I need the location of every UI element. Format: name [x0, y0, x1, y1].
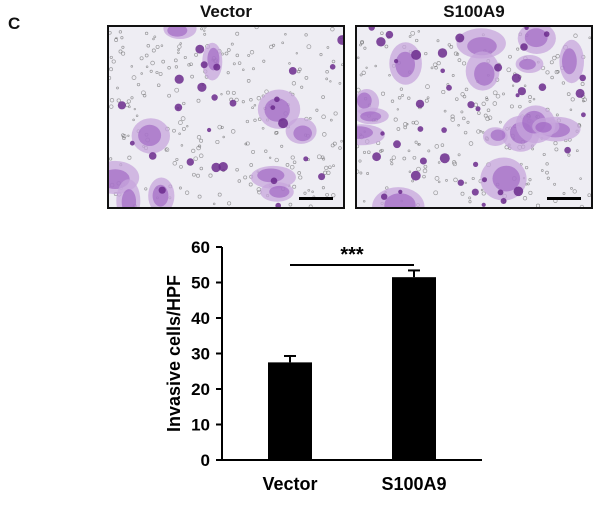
bar-s100a9: [392, 277, 436, 460]
y-tick-label: 30: [191, 345, 210, 364]
significance-stars: ***: [340, 244, 364, 266]
y-tick-label: 10: [191, 416, 210, 435]
bar-vector: [268, 362, 312, 460]
vector-micrograph-picture: [109, 27, 343, 207]
y-tick-label: 0: [201, 451, 210, 470]
y-tick-label: 60: [191, 238, 210, 257]
panel-label: C: [8, 14, 21, 33]
vector-image-title: Vector: [200, 2, 252, 21]
x-tick-label: Vector: [262, 474, 317, 494]
s100a9-micrograph: [355, 25, 593, 209]
x-tick-label: S100A9: [381, 474, 446, 494]
s100a9-micrograph-picture: [357, 27, 591, 207]
y-tick-label: 20: [191, 380, 210, 399]
y-tick-label: 40: [191, 309, 210, 328]
y-tick-label: 50: [191, 274, 210, 293]
y-axis-label: Invasive cells/HPF: [164, 275, 184, 432]
vector-micrograph: [107, 25, 345, 209]
invasion-bar-chart: 0 10 20 30 40 50 60 Invasive cells/HPF Vector S10…: [150, 232, 510, 501]
chart-svg: 0 10 20 30 40 50 60 Invasive cells/HPF Vector S10…: [164, 238, 482, 494]
s100a9-image-title: S100A9: [443, 2, 505, 21]
